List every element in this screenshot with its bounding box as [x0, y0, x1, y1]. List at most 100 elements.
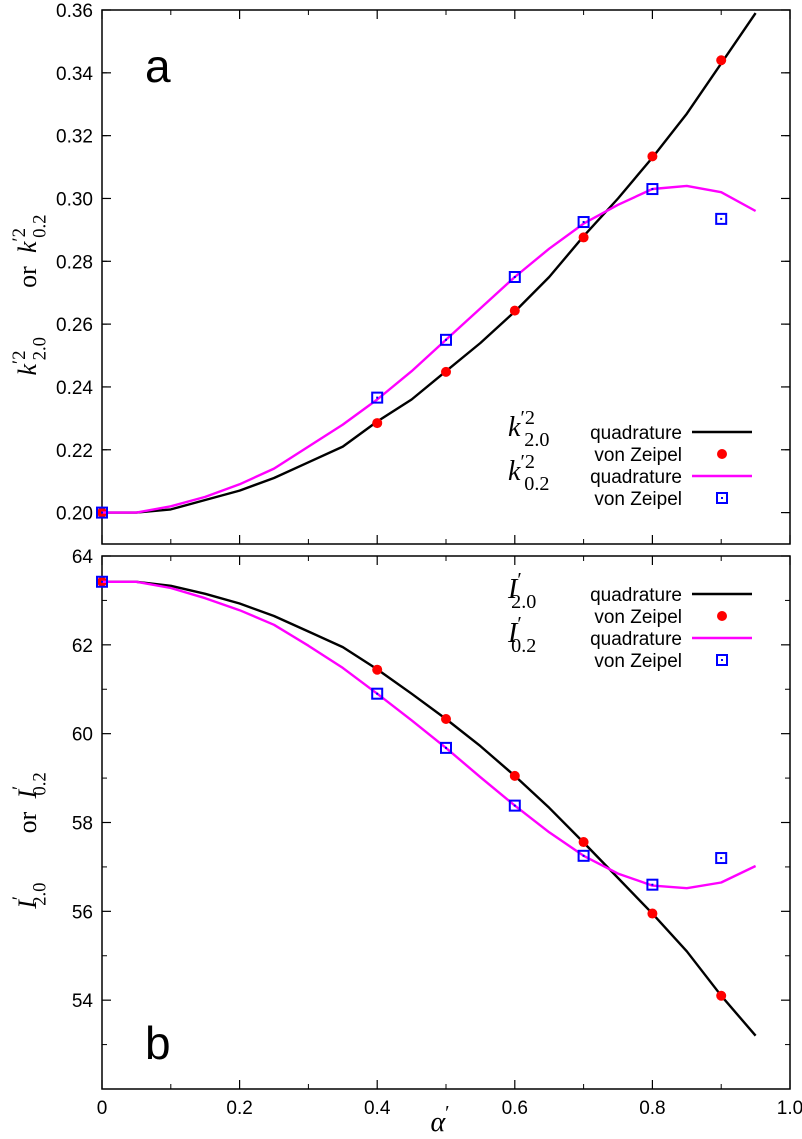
legend-entry: von Zeipel: [594, 607, 727, 628]
data-point-square: [440, 741, 452, 754]
legend-method: von Zeipel: [594, 489, 682, 510]
legend-square-center: [721, 659, 723, 661]
panel-letter: a: [145, 40, 171, 92]
y-tick-label: 0.32: [56, 127, 93, 148]
legend-symbol-symbol: I: [507, 574, 519, 605]
data-point-square: [96, 575, 108, 588]
legend-method: von Zeipel: [594, 607, 682, 628]
data-point-square-center: [651, 188, 654, 191]
data-point-square: [715, 212, 728, 225]
ylabel-right-sup: ′: [9, 786, 30, 790]
y-tick-label: 62: [72, 636, 93, 657]
legend-method: von Zeipel: [594, 445, 682, 466]
legend-method: quadrature: [590, 467, 682, 488]
ylabel-left: k′22.0: [9, 337, 50, 376]
ylabel-left-sup: ′2: [9, 351, 30, 364]
data-point-dot: [441, 366, 451, 377]
legend-symbol-symbol: I: [507, 618, 519, 649]
data-point-square-center: [513, 804, 516, 807]
data-point-square: [715, 852, 728, 865]
legend-entry: von Zeipel: [594, 489, 728, 510]
legend-method: von Zeipel: [594, 651, 682, 672]
y-tick-label: 58: [72, 814, 93, 835]
x-tick-label: 0.2: [226, 1098, 252, 1119]
legend-entry: k′2 2.0 quadrature: [508, 407, 752, 451]
data-point-dot: [716, 55, 727, 66]
y-tick-label: 64: [72, 547, 94, 568]
data-point-square-center: [445, 338, 447, 341]
data-point-square-center: [376, 692, 379, 695]
ylabel-right-symbol: k: [13, 241, 42, 253]
legend-square-center: [721, 497, 723, 499]
y-tick-label: 56: [72, 902, 93, 923]
x-axis-label: α′: [430, 1102, 449, 1138]
data-point-dot: [509, 770, 520, 781]
legend-square-sample: [716, 654, 728, 666]
legend-symbol-symbol: k: [508, 412, 521, 443]
data-point-square-center: [582, 854, 585, 857]
ylabel-right-symbol: I: [13, 789, 42, 800]
legend-symbol-sup: ′2: [520, 451, 535, 473]
data-point-square-center: [376, 396, 379, 399]
legend-method: quadrature: [590, 585, 682, 606]
ylabel-left-symbol: I: [13, 899, 42, 910]
data-point-dot: [647, 151, 658, 162]
data-point-square: [508, 799, 521, 812]
y-tick-label: 0.36: [56, 1, 93, 22]
x-tick-label: 1.0: [777, 1098, 802, 1119]
ylabel-right-sub: 0.2: [29, 214, 50, 237]
legend-square-sample: [716, 492, 728, 504]
data-point-square: [577, 216, 590, 229]
y-tick-label: 60: [72, 725, 93, 746]
legend-method: quadrature: [590, 629, 682, 650]
legend-method: quadrature: [590, 423, 682, 444]
data-point-dot: [578, 232, 589, 243]
legend-entry: k′2 0.2 quadrature: [508, 451, 752, 495]
series-line-0: [102, 580, 757, 1037]
y-tick-label: 0.22: [56, 441, 93, 462]
legend-symbol-sub: 0.2: [524, 473, 549, 495]
legend-symbol: I′ 2.0: [507, 569, 536, 613]
legend-dot-sample: [717, 611, 727, 621]
data-point-dot: [441, 714, 451, 725]
data-point-square: [440, 333, 452, 346]
legend-symbol-sub: 2.0: [511, 591, 536, 613]
y-tick-label: 0.34: [56, 64, 93, 85]
panel-a: 0.200.220.240.260.280.300.320.340.36k′22…: [9, 1, 791, 545]
data-point-dot: [716, 990, 727, 1001]
legend-symbol-sup: ′: [517, 569, 521, 591]
x-tick-label: 0.8: [639, 1098, 665, 1119]
ylabel-left-sup: ′: [9, 896, 30, 900]
panel-letter: b: [145, 1017, 171, 1069]
legend-symbol-sub: 2.0: [524, 429, 549, 451]
data-point-dot: [372, 418, 383, 429]
legend-symbol-sup: ′: [517, 613, 521, 635]
ylabel-left-sub: 2.0: [29, 337, 50, 360]
data-point-square-center: [651, 883, 654, 886]
data-point-dot: [647, 908, 658, 919]
y-tick-label: 0.30: [56, 189, 93, 210]
y-tick-label: 0.24: [56, 378, 93, 399]
legend-symbol-symbol: k: [508, 456, 521, 487]
legend-entry: I′ 0.2 quadrature: [507, 613, 752, 657]
ylabel-right: k′20.2: [9, 214, 50, 253]
legend-entry: I′ 2.0 quadrature: [507, 569, 752, 613]
data-point-square-center: [720, 857, 723, 860]
plot-frame: [101, 555, 791, 1090]
plot-frame: [101, 9, 791, 545]
legend-symbol: k′2 2.0: [508, 407, 550, 451]
legend-symbol: k′2 0.2: [508, 451, 550, 495]
legend-symbol-sub: 0.2: [511, 635, 536, 657]
data-point-square-center: [582, 221, 585, 224]
xlabel-sup: ′: [445, 1102, 449, 1124]
data-point-square: [371, 391, 384, 404]
data-point-square-center: [445, 746, 447, 749]
y-tick-label: 54: [72, 991, 94, 1012]
legend-symbol-sup: ′2: [520, 407, 535, 429]
data-point-dot: [509, 305, 520, 316]
data-point-square: [371, 687, 384, 700]
y-tick-label: 0.28: [56, 252, 93, 273]
